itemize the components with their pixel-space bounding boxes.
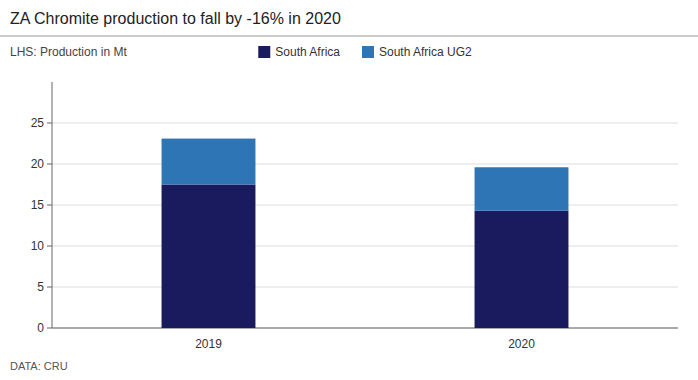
bar <box>162 139 256 185</box>
grid-line <box>52 246 678 247</box>
grid-line <box>52 164 678 165</box>
legend-swatch <box>362 46 374 58</box>
axis-line <box>52 82 53 328</box>
tick-label: 0 <box>37 321 44 335</box>
footnote: DATA: CRU <box>10 360 68 372</box>
subtitle: LHS: Production in Mt <box>10 45 127 59</box>
tick-label: 20 <box>31 157 45 171</box>
tick-label: 10 <box>31 239 45 253</box>
legend-label: South Africa UG2 <box>379 45 472 59</box>
tick-label: 25 <box>31 116 45 130</box>
grid-line <box>52 123 678 124</box>
legend-swatch <box>258 46 270 58</box>
tick-mark <box>47 328 52 329</box>
tick-mark <box>47 246 52 247</box>
legend-item: South Africa UG2 <box>362 45 472 59</box>
legend-label: South Africa <box>275 45 340 59</box>
tick-mark <box>47 123 52 124</box>
title: ZA Chromite production to fall by -16% i… <box>10 10 341 27</box>
title-rule <box>0 36 698 37</box>
bar <box>475 211 569 328</box>
y-axis: 0 5 10 15 20 25 <box>31 82 678 335</box>
axis-line <box>52 328 678 329</box>
tick-label: 5 <box>37 280 44 294</box>
tick-mark <box>47 205 52 206</box>
tick-mark <box>47 287 52 288</box>
grid-line <box>52 205 678 206</box>
legend: South Africa South Africa UG2 <box>258 45 472 59</box>
tick-label: 2020 <box>508 337 535 351</box>
x-axis: 2019 2020 <box>195 337 535 351</box>
chart: ZA Chromite production to fall by -16% i… <box>0 0 698 380</box>
tick-mark <box>47 164 52 165</box>
bar <box>162 185 256 329</box>
chart-container: ZA Chromite production to fall by -16% i… <box>0 0 698 380</box>
tick-label: 15 <box>31 198 45 212</box>
bar <box>475 167 569 210</box>
legend-item: South Africa <box>258 45 340 59</box>
grid-line <box>52 287 678 288</box>
tick-label: 2019 <box>195 337 222 351</box>
grid-line <box>52 328 678 329</box>
bars <box>162 139 569 328</box>
